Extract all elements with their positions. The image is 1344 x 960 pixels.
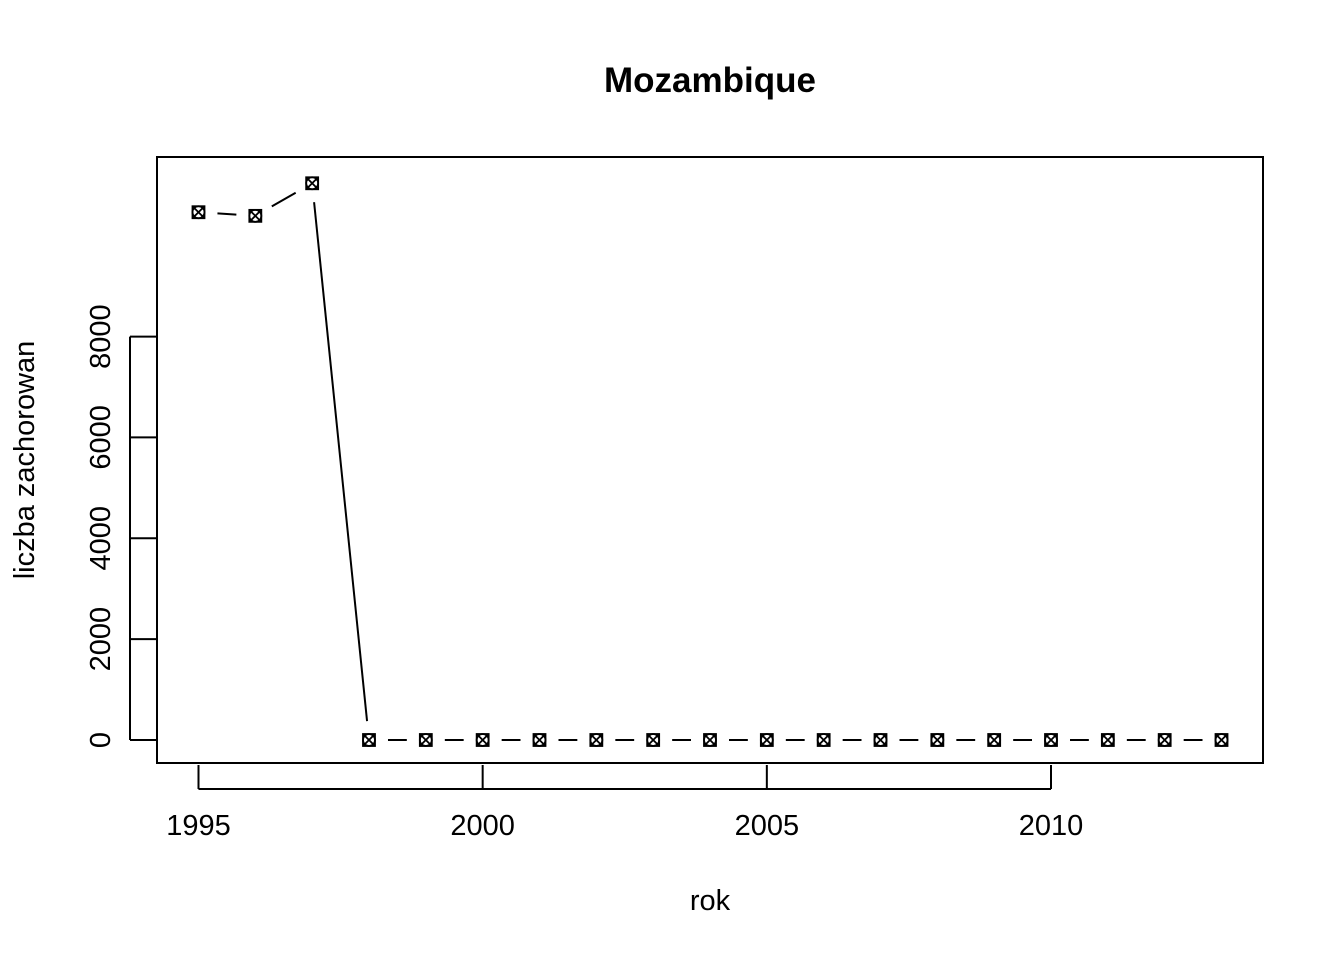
marker-cross-b bbox=[248, 209, 262, 223]
marker-circle bbox=[418, 733, 433, 747]
x-axis: 1995 2000 2005 2010 bbox=[166, 765, 1083, 842]
marker-circle bbox=[816, 733, 831, 747]
x-axis-title: rok bbox=[690, 885, 731, 917]
y-tick-label-6000: 6000 bbox=[85, 405, 117, 470]
data-point-2004 bbox=[703, 733, 717, 747]
data-point-1998 bbox=[362, 733, 376, 747]
y-tick-label-8000: 8000 bbox=[85, 304, 117, 369]
marker-circle bbox=[759, 733, 774, 747]
marker-cross-b bbox=[1158, 733, 1172, 747]
data-point-2009 bbox=[987, 733, 1002, 747]
marker-circle bbox=[987, 733, 1002, 747]
plot-frame bbox=[156, 156, 1264, 764]
x-tick-label-2010: 2010 bbox=[1019, 810, 1084, 842]
marker-cross-b bbox=[476, 733, 490, 747]
data-point-2012 bbox=[1157, 733, 1172, 747]
marker-circle bbox=[1044, 733, 1058, 747]
y-axis-title: liczba zachorowan bbox=[9, 341, 41, 580]
data-point-2008 bbox=[930, 733, 945, 747]
marker-cross-b bbox=[930, 733, 944, 747]
chart-title: Mozambique bbox=[604, 61, 816, 100]
data-series bbox=[191, 176, 1229, 747]
marker-cross-b bbox=[703, 733, 717, 747]
marker-circle bbox=[305, 176, 320, 191]
marker-circle bbox=[589, 733, 604, 747]
marker-cross-b bbox=[589, 733, 603, 747]
marker-circle bbox=[646, 733, 661, 747]
data-point-2006 bbox=[816, 733, 831, 747]
marker-circle bbox=[930, 733, 945, 747]
data-point-2011 bbox=[1100, 733, 1115, 747]
line-segment bbox=[313, 202, 369, 722]
data-point-1999 bbox=[418, 733, 433, 747]
marker-cross-b bbox=[419, 733, 433, 747]
data-point-1997 bbox=[305, 176, 320, 191]
marker-cross-b bbox=[532, 733, 547, 747]
marker-cross-b bbox=[987, 733, 1001, 747]
marker-circle bbox=[248, 208, 263, 223]
data-point-2003 bbox=[646, 733, 661, 747]
y-tick-label-0: 0 bbox=[85, 732, 117, 748]
marker-circle bbox=[1214, 733, 1229, 747]
x-tick-label-1995: 1995 bbox=[166, 810, 231, 842]
marker-cross-b bbox=[1101, 733, 1115, 747]
data-point-2007 bbox=[873, 733, 888, 747]
marker-circle bbox=[532, 733, 547, 747]
marker-cross-b bbox=[817, 733, 831, 747]
marker-cross-b bbox=[1214, 733, 1229, 747]
y-axis: 0 2000 4000 6000 8000 bbox=[85, 304, 156, 748]
data-point-2001 bbox=[532, 733, 547, 747]
marker-circle bbox=[191, 205, 206, 220]
marker-cross-b bbox=[1044, 733, 1058, 747]
data-point-2005 bbox=[759, 733, 774, 747]
marker-circle bbox=[475, 733, 490, 747]
data-point-2013 bbox=[1214, 733, 1229, 747]
marker-cross-b bbox=[760, 733, 774, 747]
marker-circle bbox=[1157, 733, 1172, 747]
data-point-2002 bbox=[589, 733, 604, 747]
data-point-2010 bbox=[1044, 733, 1058, 747]
marker-cross-b bbox=[362, 733, 376, 747]
marker-cross-b bbox=[873, 733, 888, 747]
line-segment bbox=[271, 191, 297, 208]
marker-circle bbox=[1100, 733, 1115, 747]
marker-circle bbox=[873, 733, 888, 747]
y-tick-label-4000: 4000 bbox=[85, 506, 117, 571]
marker-cross-b bbox=[646, 733, 660, 747]
data-point-2000 bbox=[475, 733, 490, 747]
marker-circle bbox=[362, 733, 376, 747]
data-point-1996 bbox=[248, 208, 263, 223]
x-tick-label-2000: 2000 bbox=[450, 810, 515, 842]
marker-cross-b bbox=[305, 176, 319, 190]
marker-circle bbox=[703, 733, 717, 747]
marker-cross-b bbox=[191, 205, 206, 219]
y-tick-label-2000: 2000 bbox=[85, 607, 117, 672]
data-point-1995 bbox=[191, 205, 206, 220]
x-tick-label-2005: 2005 bbox=[735, 810, 800, 842]
line-segment bbox=[217, 212, 237, 216]
